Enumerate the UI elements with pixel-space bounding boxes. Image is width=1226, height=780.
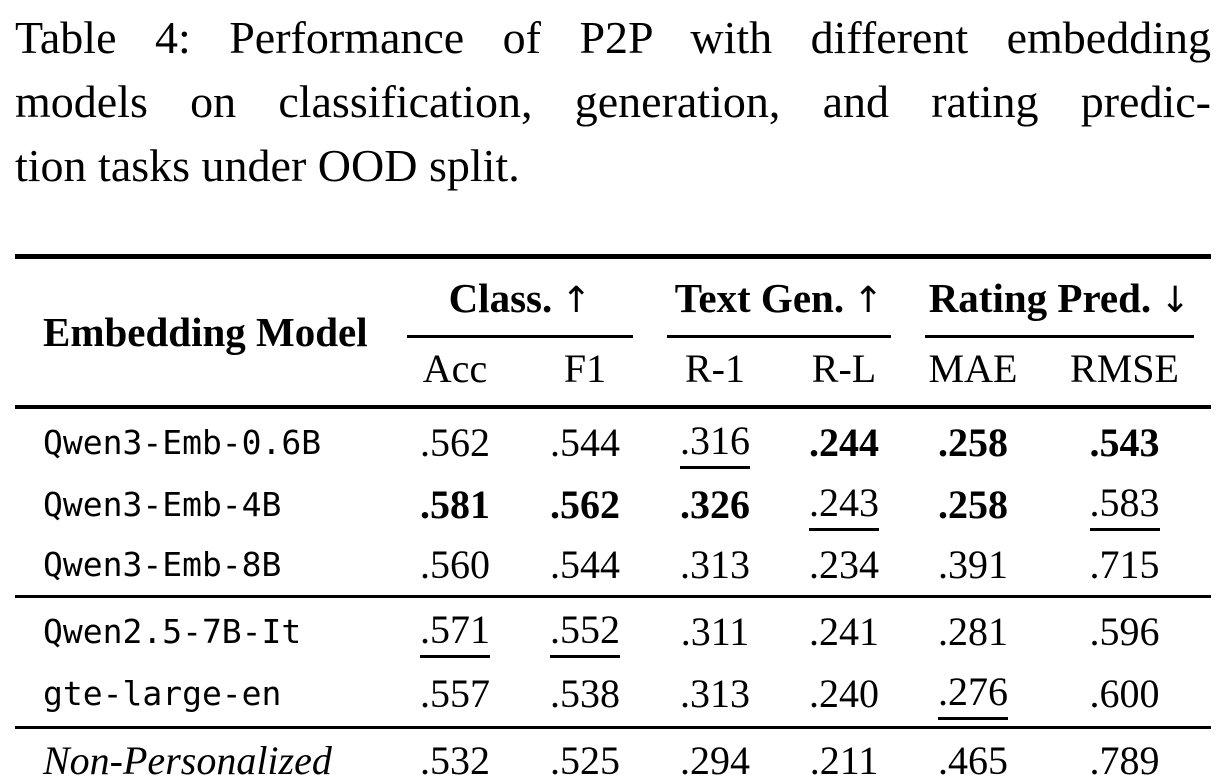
metric-cell: .560 [420,542,490,587]
table-row: Qwen3-Emb-0.6B .562 .544 .316 .244 .258 … [15,407,1211,475]
column-header-rmse: RMSE [1038,339,1212,409]
model-name: Qwen2.5-7B-It [15,595,390,664]
column-header-rl: R-L [780,339,908,409]
up-arrow-icon: ↑ [853,280,884,321]
metric-cell: .552 [520,595,650,664]
metric-cell: .581 [420,482,490,527]
group-label-classification: Class. ↑ [448,275,592,321]
metric-cell: .789 [1038,726,1212,780]
metric-cell: .240 [809,671,879,716]
metric-cell: .311 [650,595,780,664]
model-name: Non-Personalized [15,726,390,780]
model-name: Qwen3-Emb-4B [43,485,282,524]
metric-cell: .313 [680,671,750,716]
group-baseline-models: Qwen2.5-7B-It .571 .552 .311 .241 .281 .… [15,595,1212,728]
model-name: Qwen3-Emb-8B [43,545,282,584]
metric-cell: .258 [938,482,1008,527]
table-caption: Table 4: Performance of P2P with differe… [15,6,1211,198]
metric-cell: .596 [1038,595,1212,664]
table-row: Qwen3-Emb-8B .560 .544 .313 .234 .391 .7… [15,537,1211,597]
cmidrule [407,335,633,338]
metric-cell: .583 [1038,475,1211,537]
up-arrow-icon: ↑ [561,280,592,321]
results-table: Embedding Model Class. ↑ Text Gen. ↑ Ratin… [15,254,1212,780]
metric-cell: .538 [550,671,620,716]
metric-cell: .562 [420,420,490,465]
group-header-row: Embedding Model Class. ↑ Text Gen. ↑ Ratin… [15,256,1211,409]
table-header: Embedding Model Class. ↑ Text Gen. ↑ Ratin… [15,256,1212,409]
table-row: Qwen2.5-7B-It .571 .552 .311 .241 .281 .… [15,595,1212,664]
metric-cell: .258 [938,420,1008,465]
metric-cell: .313 [680,542,750,587]
table-row: gte-large-en .557 .538 .313 .240 .276 .6… [15,664,1211,728]
metric-cell: .211 [780,726,908,780]
metric-cell: .276 [908,664,1038,728]
column-header-mae: MAE [908,339,1038,409]
group-qwen3-embedding-models: Qwen3-Emb-0.6B .562 .544 .316 .244 .258 … [15,407,1211,597]
column-group-rating-prediction: Rating Pred. ↓ [908,257,1211,340]
metric-cell: .244 [809,420,879,465]
metric-cell: .543 [1089,420,1160,465]
metric-cell: .525 [520,726,650,780]
table-row: Qwen3-Emb-4B .581 .562 .326 .243 .258 .5… [15,475,1211,537]
metric-cell: .281 [908,595,1038,664]
metric-cell: .715 [1089,542,1160,587]
table-row: Non-Personalized .532 .525 .294 .211 .46… [15,726,1212,780]
down-arrow-icon: ↓ [1160,280,1191,321]
group-label-text-generation: Text Gen. ↑ [674,275,884,321]
metric-cell: .316 [650,407,780,475]
caption-line: Table 4: Performance of P2P with differe… [15,12,1211,63]
metric-cell: .465 [908,726,1038,780]
column-header-r1: R-1 [650,339,780,409]
group-label-rating-prediction: Rating Pred. ↓ [928,275,1191,321]
metric-cell: .241 [780,595,908,664]
metric-cell: .234 [809,542,879,587]
column-header-f1: F1 [520,339,650,409]
model-name: Qwen3-Emb-0.6B [43,423,322,462]
metric-cell: .294 [650,726,780,780]
model-name: gte-large-en [43,674,282,713]
metric-cell: .544 [550,420,620,465]
column-group-classification: Class. ↑ [390,257,650,340]
column-group-text-generation: Text Gen. ↑ [650,257,908,340]
metric-cell: .532 [390,726,520,780]
metric-cell: .326 [680,482,750,527]
metric-cell: .243 [780,475,908,537]
metric-cell: .557 [420,671,490,716]
cmidrule [925,335,1195,338]
subheader-row: Acc F1 R-1 R-L MAE RMSE [15,339,1212,409]
column-header-acc: Acc [390,339,520,409]
cmidrule [667,335,891,338]
metric-cell: .600 [1089,671,1160,716]
group-non-personalized: Non-Personalized .532 .525 .294 .211 .46… [15,726,1212,780]
metric-cell: .544 [550,542,620,587]
column-header-embedding-model: Embedding Model [15,256,390,409]
caption-line: models on classification, generation, an… [15,76,1211,127]
caption-line: tion tasks under OOD split. [15,140,520,191]
metric-cell: .571 [390,595,520,664]
metric-cell: .391 [938,542,1008,587]
metric-cell: .562 [550,482,620,527]
